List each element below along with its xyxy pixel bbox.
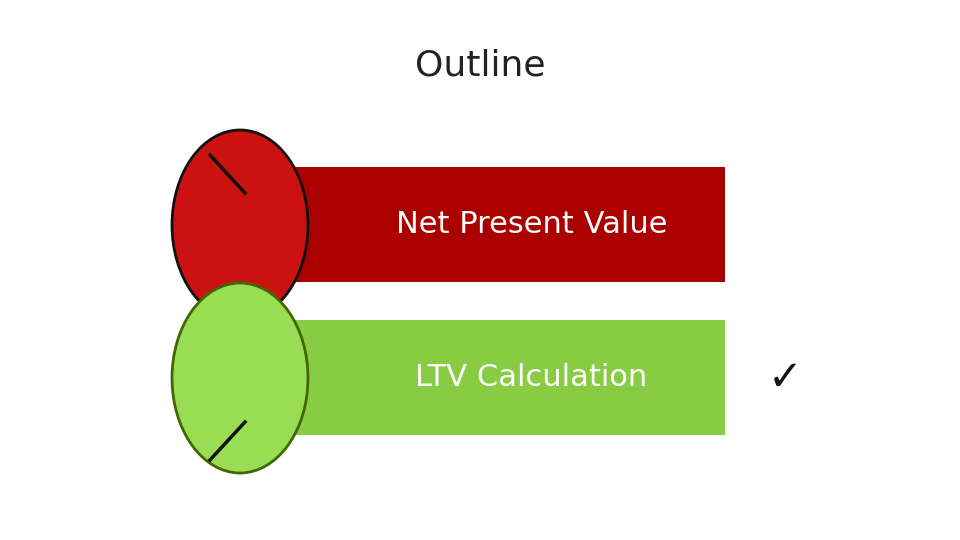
Text: Outline: Outline [415,48,545,82]
Text: LTV Calculation: LTV Calculation [416,363,648,392]
Ellipse shape [172,283,308,473]
Text: Net Present Value: Net Present Value [396,210,667,239]
Bar [295,320,725,435]
Bar [295,167,725,282]
Ellipse shape [172,130,308,320]
Text: ✓: ✓ [768,357,803,399]
